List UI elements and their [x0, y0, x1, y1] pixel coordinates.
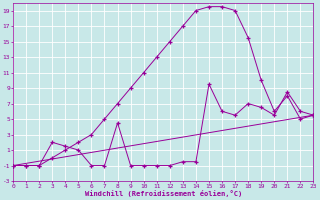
X-axis label: Windchill (Refroidissement éolien,°C): Windchill (Refroidissement éolien,°C) — [84, 190, 242, 197]
